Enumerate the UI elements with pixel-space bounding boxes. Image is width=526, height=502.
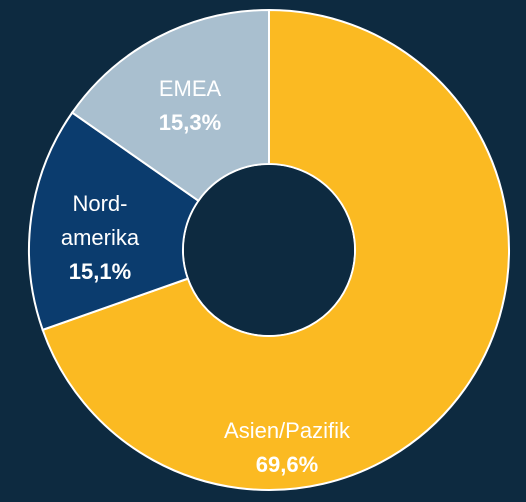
slice-value-label: 69,6%: [256, 452, 318, 477]
donut-slice: [70, 8, 270, 203]
slice-label-line: amerika: [61, 225, 140, 250]
donut-hole: [184, 165, 354, 335]
slice-label: EMEA: [159, 76, 222, 101]
donut-slice: [41, 8, 510, 491]
slice-label: Nord-amerika: [61, 191, 140, 250]
donut-slice: [28, 111, 200, 332]
slice-label-line: Nord-: [72, 191, 127, 216]
slice-value-label: 15,1%: [69, 259, 131, 284]
slice-value-label: 15,3%: [159, 110, 221, 135]
slice-label: Asien/Pazifik: [224, 418, 351, 443]
